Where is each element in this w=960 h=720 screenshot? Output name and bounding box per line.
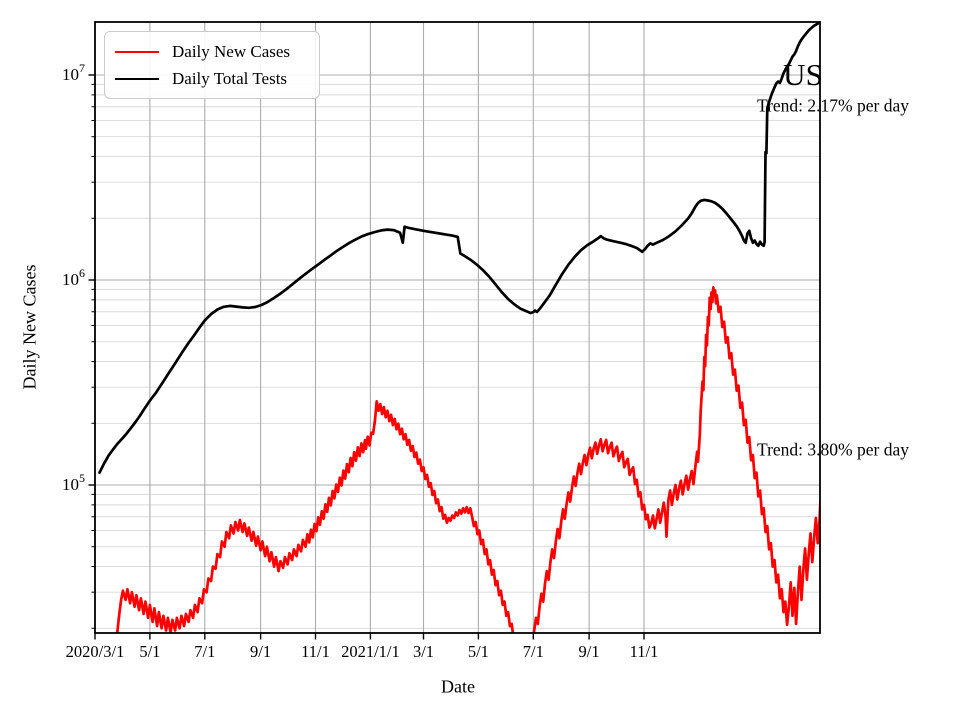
svg-text:11/1: 11/1 [301,642,330,661]
svg-text:7/1: 7/1 [523,642,544,661]
svg-text:107: 107 [62,61,85,84]
svg-text:7/1: 7/1 [194,642,215,661]
svg-text:9/1: 9/1 [579,642,600,661]
legend-label-daily-total-tests: Daily Total Tests [172,69,288,88]
trend-annotation-tests: Trend: 2.17% per day [757,95,909,116]
legend-label-daily-new-cases: Daily New Cases [172,42,291,61]
legend-item-daily-total-tests: Daily Total Tests [115,65,319,92]
svg-text:106: 106 [62,266,85,289]
x-axis-label: Date [441,676,475,697]
y-axis-label: Daily New Cases [19,264,40,390]
legend: Daily New Cases Daily Total Tests [104,31,320,99]
country-title: US [783,57,823,92]
svg-text:2020/3/1: 2020/3/1 [66,642,125,661]
svg-text:5/1: 5/1 [468,642,489,661]
legend-line-sample-red [115,50,159,53]
svg-text:105: 105 [62,471,85,494]
legend-item-daily-new-cases: Daily New Cases [115,38,319,65]
legend-line-sample-black [115,77,159,80]
svg-text:9/1: 9/1 [250,642,271,661]
svg-text:5/1: 5/1 [139,642,160,661]
trend-annotation-cases: Trend: 3.80% per day [757,439,909,460]
svg-text:3/1: 3/1 [413,642,434,661]
svg-text:11/1: 11/1 [630,642,659,661]
svg-text:2021/1/1: 2021/1/1 [341,642,400,661]
